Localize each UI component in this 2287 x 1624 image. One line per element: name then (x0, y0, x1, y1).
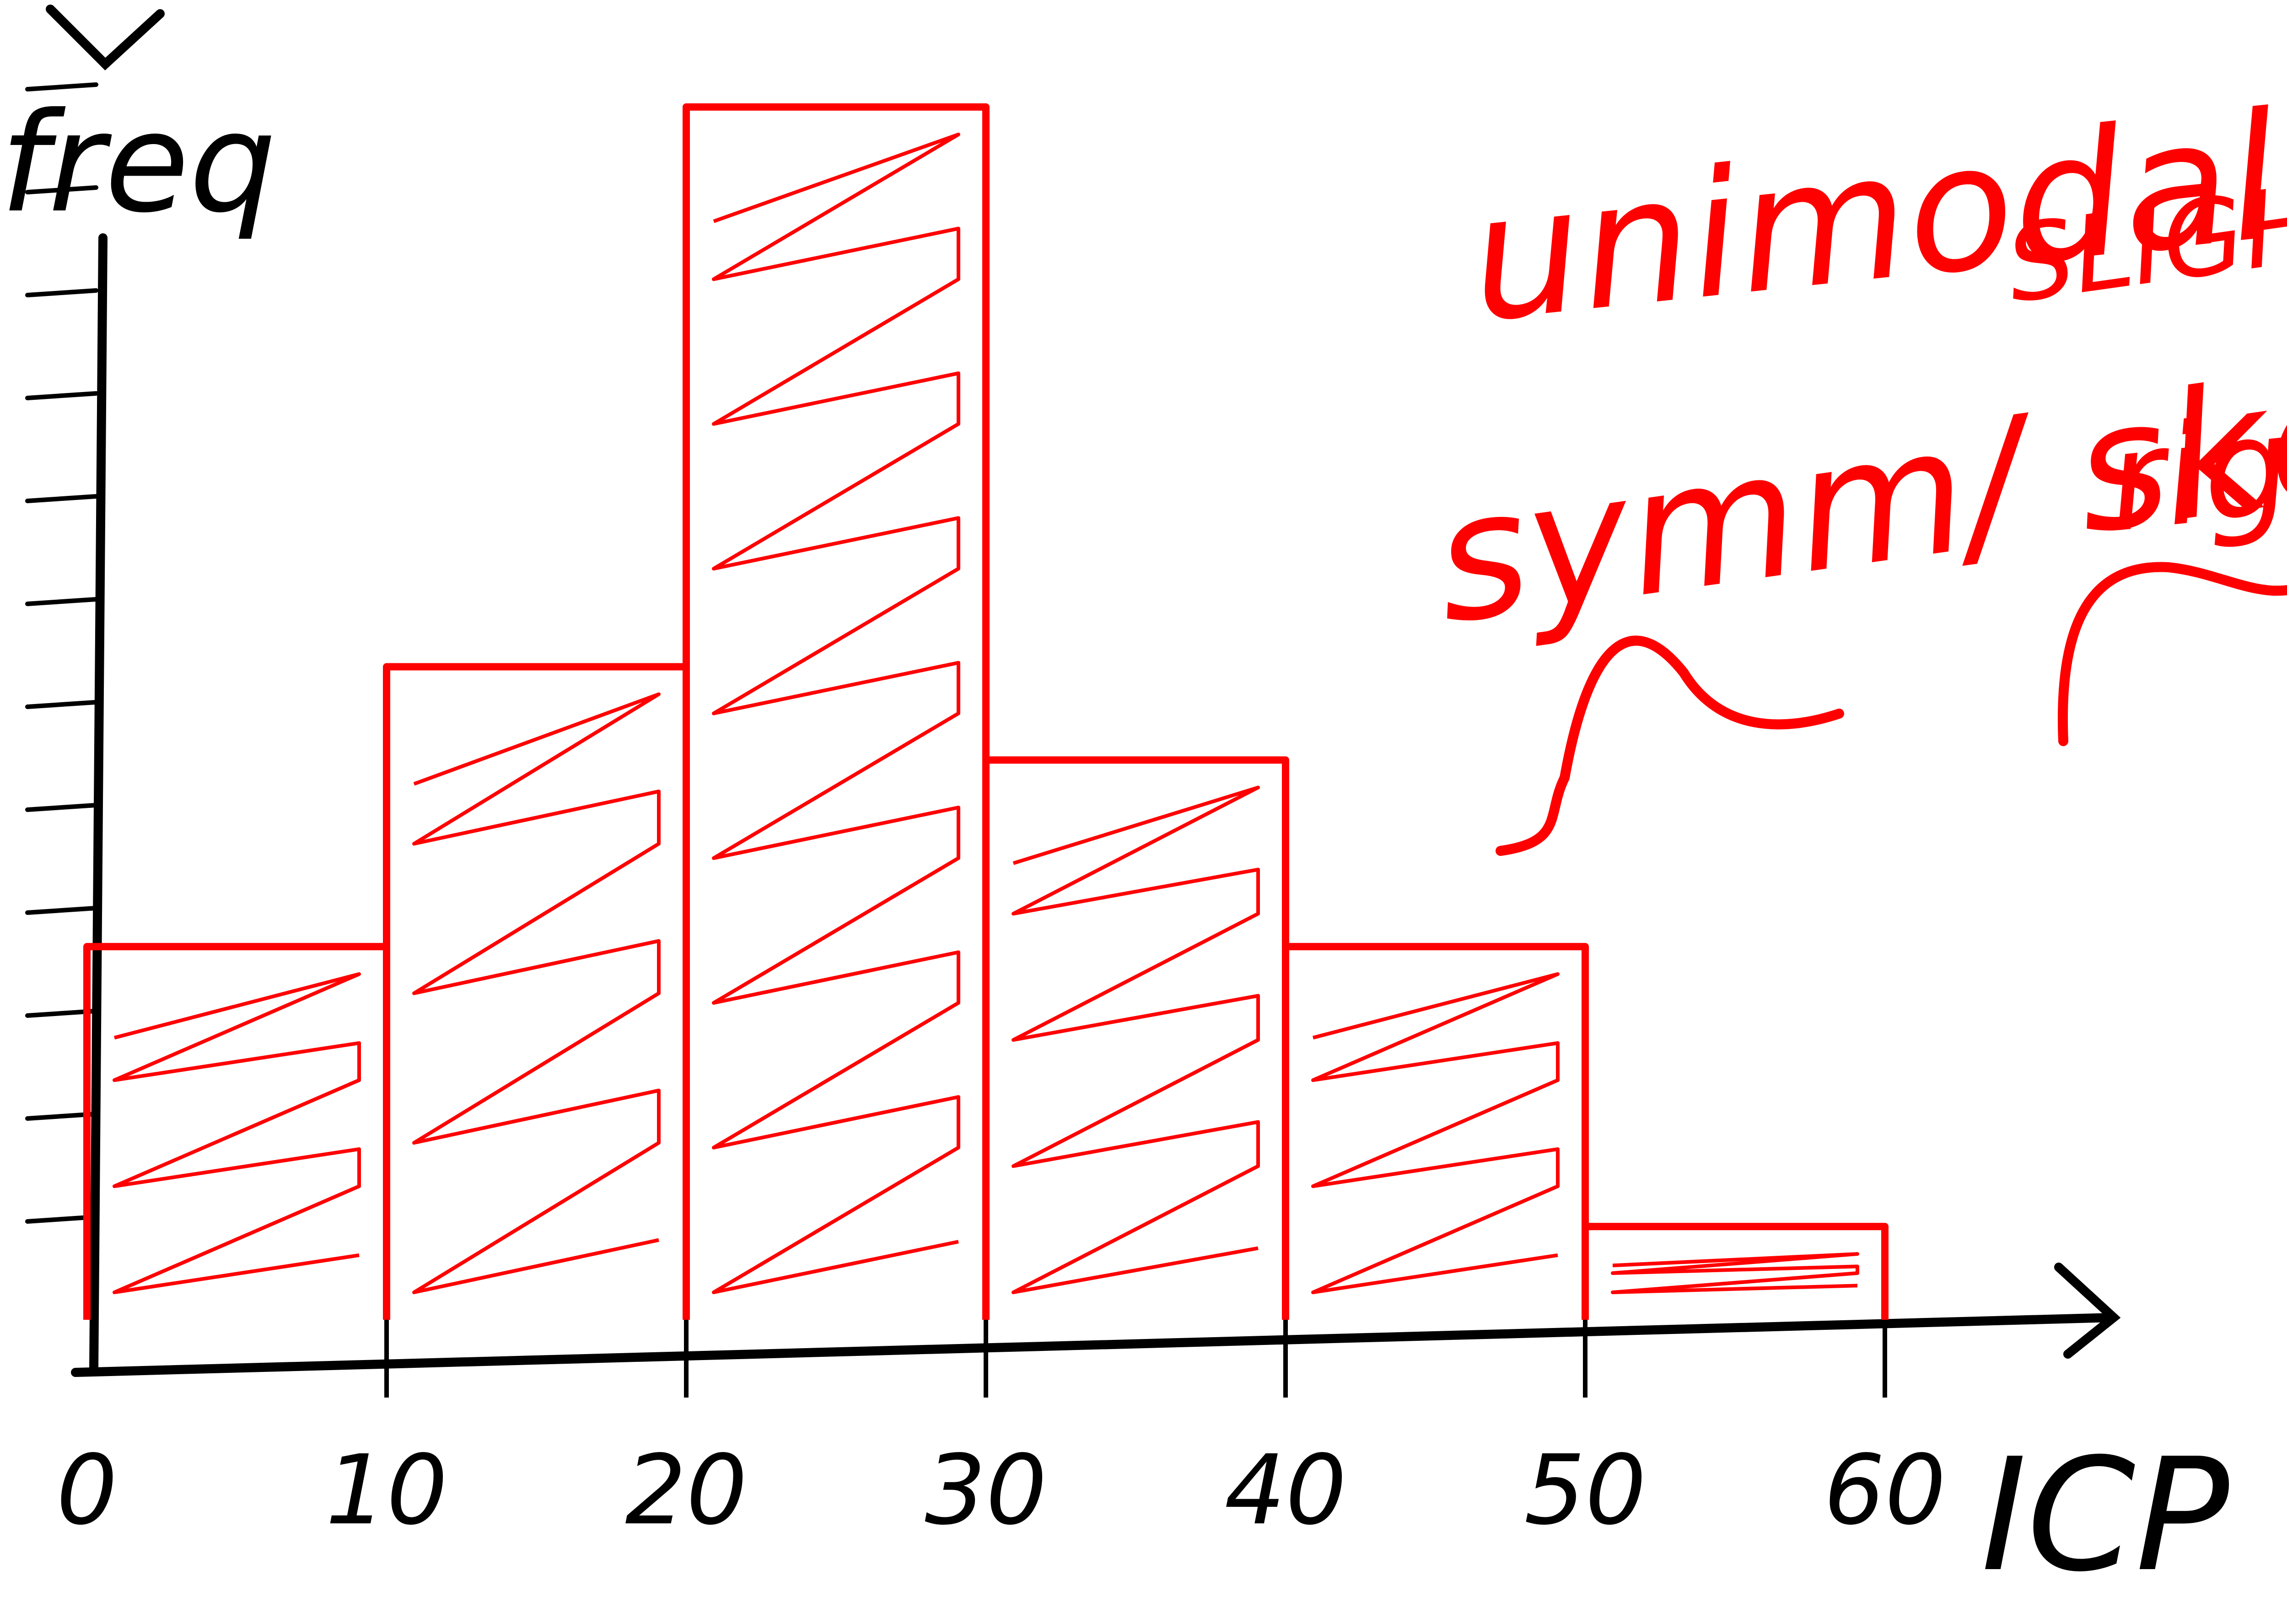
y-axis-line (89, 233, 108, 1375)
bar-0-10 (83, 943, 390, 1320)
bar-outline (383, 663, 690, 1320)
y-tick-8 (25, 494, 98, 503)
x-tick-labels: 0 10 20 30 40 50 60 (56, 1434, 1946, 1546)
bar-outline (1282, 943, 1589, 1320)
x-tick-label-20: 20 (625, 1434, 747, 1546)
bar-hatch (412, 692, 661, 1294)
x-tick-label-60: 60 (1824, 1434, 1946, 1546)
x-axis-arrow (2054, 1263, 2121, 1359)
y-tick-9 (25, 391, 98, 400)
symmetric-curve-sketch (1496, 635, 1844, 856)
x-axis-ticks (384, 1279, 1887, 1398)
y-tick-12 (25, 82, 98, 91)
bar-outline (1582, 1223, 1889, 1320)
bar-outline (982, 756, 1289, 1320)
x-axis-line (71, 1313, 2118, 1377)
bar-hatch (1611, 1252, 1859, 1294)
x-tick-label-0: 0 (56, 1434, 118, 1546)
y-axis-arrow (46, 5, 165, 70)
x-tick-label-30: 30 (925, 1434, 1047, 1546)
x-tick-label-40: 40 (1224, 1434, 1346, 1546)
bar-30-40 (982, 756, 1289, 1320)
y-tick-5 (25, 803, 98, 812)
bar-hatch (712, 132, 960, 1294)
x-tick-label-50: 50 (1524, 1434, 1646, 1546)
bar-outline (683, 103, 990, 1320)
y-tick-7 (25, 597, 98, 606)
annotations: unimodal symm/ skewed SLIGHTLY right (1423, 75, 2287, 856)
bar-hatch (1012, 785, 1260, 1294)
bars (83, 103, 1889, 1320)
y-tick-10 (25, 288, 98, 297)
y-axis-label: freq (0, 83, 276, 243)
bar-40-50 (1282, 943, 1589, 1320)
y-tick-11 (25, 185, 98, 194)
bar-hatch (113, 972, 361, 1294)
bar-50-60 (1582, 1223, 1889, 1320)
x-tick-label-10: 10 (325, 1434, 447, 1546)
axes (46, 5, 2121, 1377)
bar-20-30 (683, 103, 990, 1320)
annotation-right: right (2100, 370, 2287, 563)
bar-hatch (1311, 972, 1560, 1294)
skewed-curve-sketch (2057, 562, 2287, 746)
y-tick-6 (25, 700, 98, 709)
x-axis-label: ICP (1981, 1425, 2230, 1606)
bar-10-20 (383, 663, 690, 1320)
y-axis-ticks (25, 82, 98, 1224)
y-tick-4 (25, 906, 98, 915)
